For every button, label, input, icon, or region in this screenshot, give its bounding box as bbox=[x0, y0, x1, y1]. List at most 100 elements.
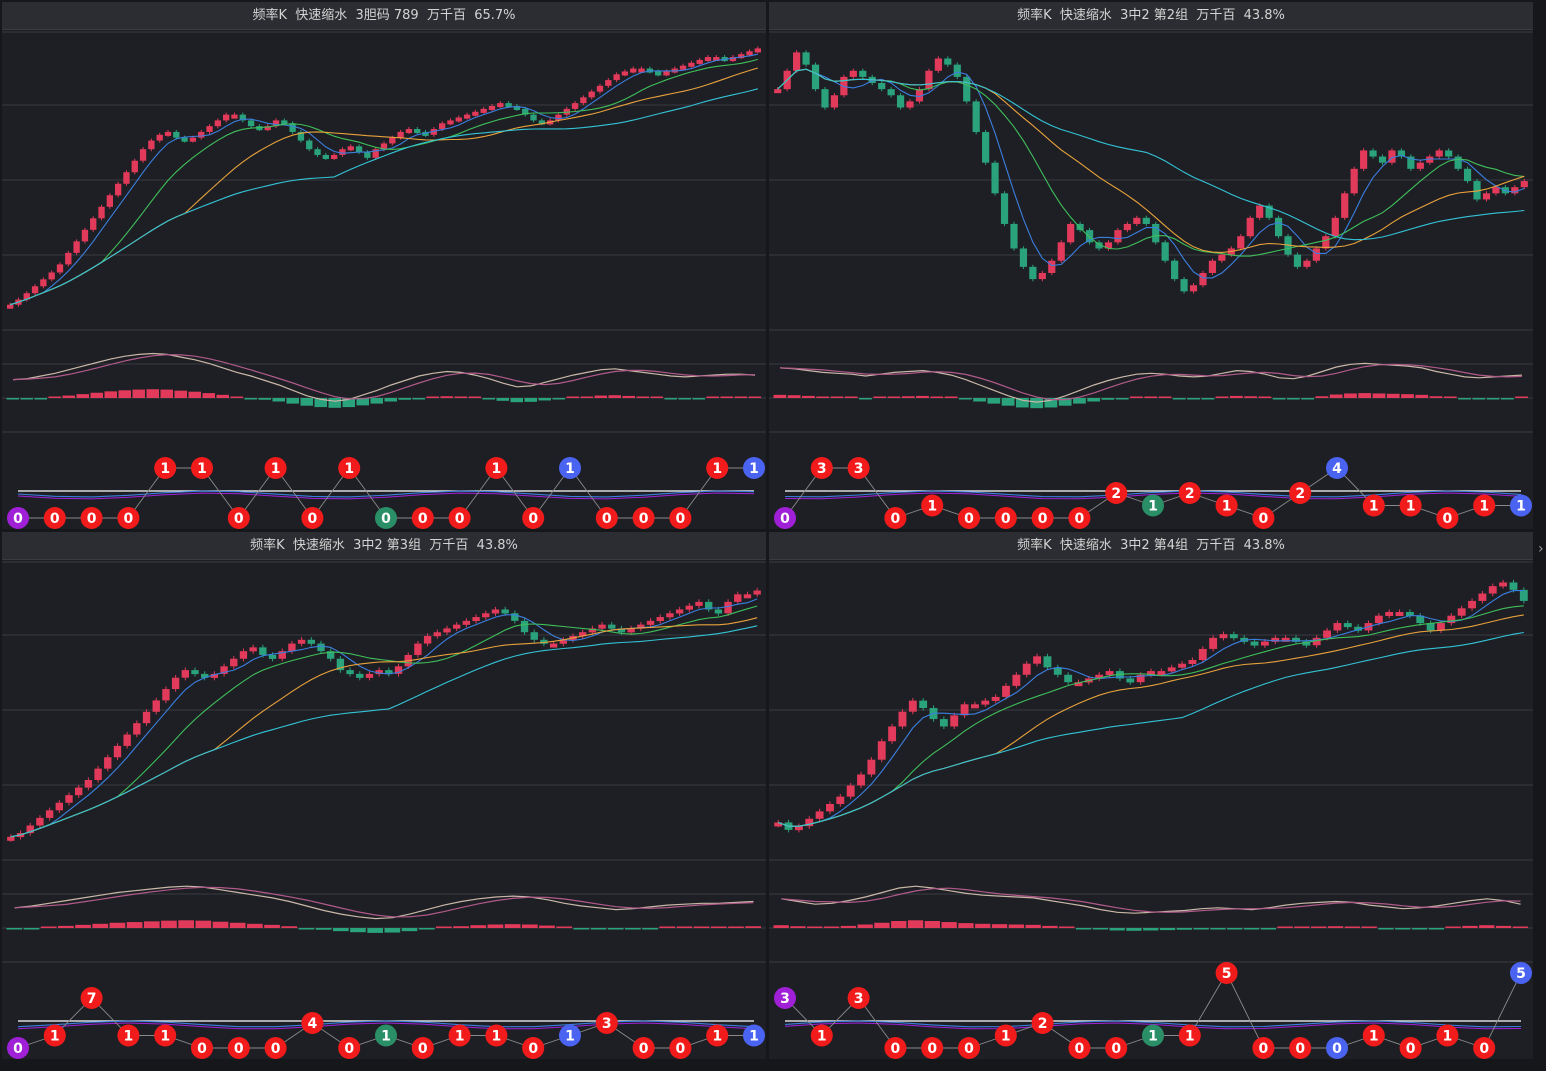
candle bbox=[1488, 586, 1497, 594]
frequency-ball-label: 1 bbox=[1479, 499, 1489, 515]
candle bbox=[878, 83, 886, 90]
candle bbox=[1147, 671, 1155, 676]
candle bbox=[654, 71, 662, 76]
chart-canvas[interactable]: 0 0 0 0 1 1 0 1 0 1 0 0 0 1 0 1 0 0 0 1 1 bbox=[2, 2, 766, 529]
candle bbox=[472, 617, 480, 622]
candle bbox=[430, 129, 438, 135]
frequency-ball bbox=[1399, 1037, 1422, 1059]
frequency-ball-label: 1 bbox=[927, 499, 937, 515]
frequency-ball-label: 1 bbox=[160, 461, 170, 477]
frequency-ball-label: 0 bbox=[13, 1041, 23, 1057]
macd-bar bbox=[1109, 928, 1125, 931]
chart-panel-2[interactable]: 频率K 快速缩水 3中2 第2组 万千百 43.8% 0 3 3 0 1 0 0 0 0 2 1 2 1… bbox=[769, 2, 1533, 529]
chart-canvas[interactable]: 3 1 3 0 0 0 1 2 0 0 1 1 5 0 0 0 1 0 1 0 5 bbox=[769, 532, 1533, 1059]
candle bbox=[1229, 634, 1238, 639]
candle bbox=[463, 114, 471, 119]
candle bbox=[104, 757, 112, 769]
macd-bar bbox=[1443, 396, 1457, 398]
candle bbox=[405, 129, 413, 134]
candle bbox=[339, 149, 346, 155]
candle bbox=[206, 126, 213, 132]
frequency-ball bbox=[154, 457, 177, 479]
macd-bar bbox=[1215, 396, 1229, 398]
frequency-ball-label: 0 bbox=[1295, 1041, 1305, 1057]
macd-bar bbox=[1193, 928, 1209, 930]
macd-bar bbox=[773, 925, 789, 928]
chart-canvas[interactable]: 0 3 3 0 1 0 0 0 0 2 1 2 1 0 2 4 1 1 0 1 1 bbox=[769, 2, 1533, 529]
chart-panel-3[interactable]: 频率K 快速缩水 3中2 第3组 万千百 43.8% 0 1 7 1 1 0 0 0 4 0 1 0 1… bbox=[2, 532, 766, 1059]
frequency-ball bbox=[559, 457, 581, 479]
macd-bar bbox=[1327, 926, 1344, 928]
macd-bar bbox=[1445, 926, 1461, 928]
candle bbox=[580, 97, 587, 104]
macd-bar bbox=[146, 389, 159, 398]
macd-bar bbox=[1044, 398, 1058, 408]
macd-bar bbox=[229, 922, 246, 928]
frequency-ball bbox=[1178, 482, 1201, 504]
ma60-line bbox=[777, 68, 1525, 241]
candle bbox=[729, 57, 737, 62]
macd-bar bbox=[1243, 928, 1260, 930]
macd-bar bbox=[328, 398, 341, 408]
macd-bar bbox=[1272, 398, 1286, 400]
frequency-ball bbox=[1289, 482, 1312, 504]
candle bbox=[1136, 674, 1145, 683]
candle bbox=[679, 65, 687, 70]
candle bbox=[982, 132, 990, 163]
candle bbox=[397, 131, 404, 138]
frequency-ball-label: 1 bbox=[492, 1029, 502, 1045]
candle bbox=[327, 651, 335, 659]
candle bbox=[1274, 217, 1283, 237]
frequency-ball-label: 1 bbox=[197, 461, 207, 477]
macd-bar bbox=[454, 396, 467, 398]
candle bbox=[774, 822, 783, 827]
macd bbox=[6, 352, 761, 408]
macd-bar bbox=[650, 396, 663, 398]
frequency-ball bbox=[522, 1037, 545, 1059]
macd-bar bbox=[281, 926, 298, 928]
macd-bar bbox=[916, 395, 929, 398]
candle bbox=[1010, 223, 1018, 249]
candle bbox=[268, 654, 277, 659]
macd-bar bbox=[300, 398, 313, 406]
chart-panel-4[interactable]: 频率K 快速缩水 3中2 第4组 万千百 43.8% 3 1 3 0 0 0 1 2 0 0 1 1 5… bbox=[769, 532, 1533, 1059]
macd-bar bbox=[1301, 398, 1315, 400]
candle bbox=[1463, 168, 1472, 182]
macd-bar bbox=[92, 923, 109, 928]
ma10-line bbox=[778, 605, 1524, 827]
candle bbox=[588, 91, 595, 98]
panel-title: 频率K 快速缩水 3中2 第3组 万千百 43.8% bbox=[2, 532, 766, 560]
macd-bar bbox=[426, 396, 439, 398]
candle bbox=[738, 54, 745, 59]
macd-bar bbox=[816, 396, 830, 398]
macd-bar bbox=[907, 920, 924, 928]
frequency-ball-label: 1 bbox=[492, 461, 502, 477]
candle bbox=[317, 643, 325, 652]
candle bbox=[171, 677, 180, 690]
macd-bar bbox=[1144, 396, 1158, 398]
candle bbox=[45, 810, 54, 818]
frequency-ball bbox=[632, 1037, 655, 1059]
chart-canvas[interactable]: 0 1 7 1 1 0 0 0 4 0 1 0 1 1 0 1 3 0 0 1 1 bbox=[2, 532, 766, 1059]
frequency-ball-label: 0 bbox=[676, 511, 686, 527]
frequency-ball bbox=[669, 1037, 692, 1059]
candle bbox=[1218, 254, 1226, 261]
candle bbox=[482, 613, 490, 618]
frequency-ball-label: 0 bbox=[50, 511, 60, 527]
candle bbox=[1333, 623, 1342, 631]
collapse-arrow-icon[interactable]: › bbox=[1538, 541, 1544, 557]
frequency-ball-label: 1 bbox=[712, 1029, 722, 1045]
candle bbox=[887, 89, 895, 96]
candle bbox=[1445, 150, 1453, 157]
ma60-line bbox=[778, 631, 1524, 827]
candle bbox=[264, 126, 271, 131]
candle bbox=[65, 252, 72, 265]
freq-line-2 bbox=[17, 492, 755, 500]
frequency-ball bbox=[1215, 494, 1238, 517]
macd-bar bbox=[195, 920, 212, 928]
candle bbox=[627, 628, 635, 633]
macd-bar bbox=[1415, 394, 1429, 398]
candle bbox=[559, 639, 567, 644]
macd-bar bbox=[573, 928, 590, 930]
